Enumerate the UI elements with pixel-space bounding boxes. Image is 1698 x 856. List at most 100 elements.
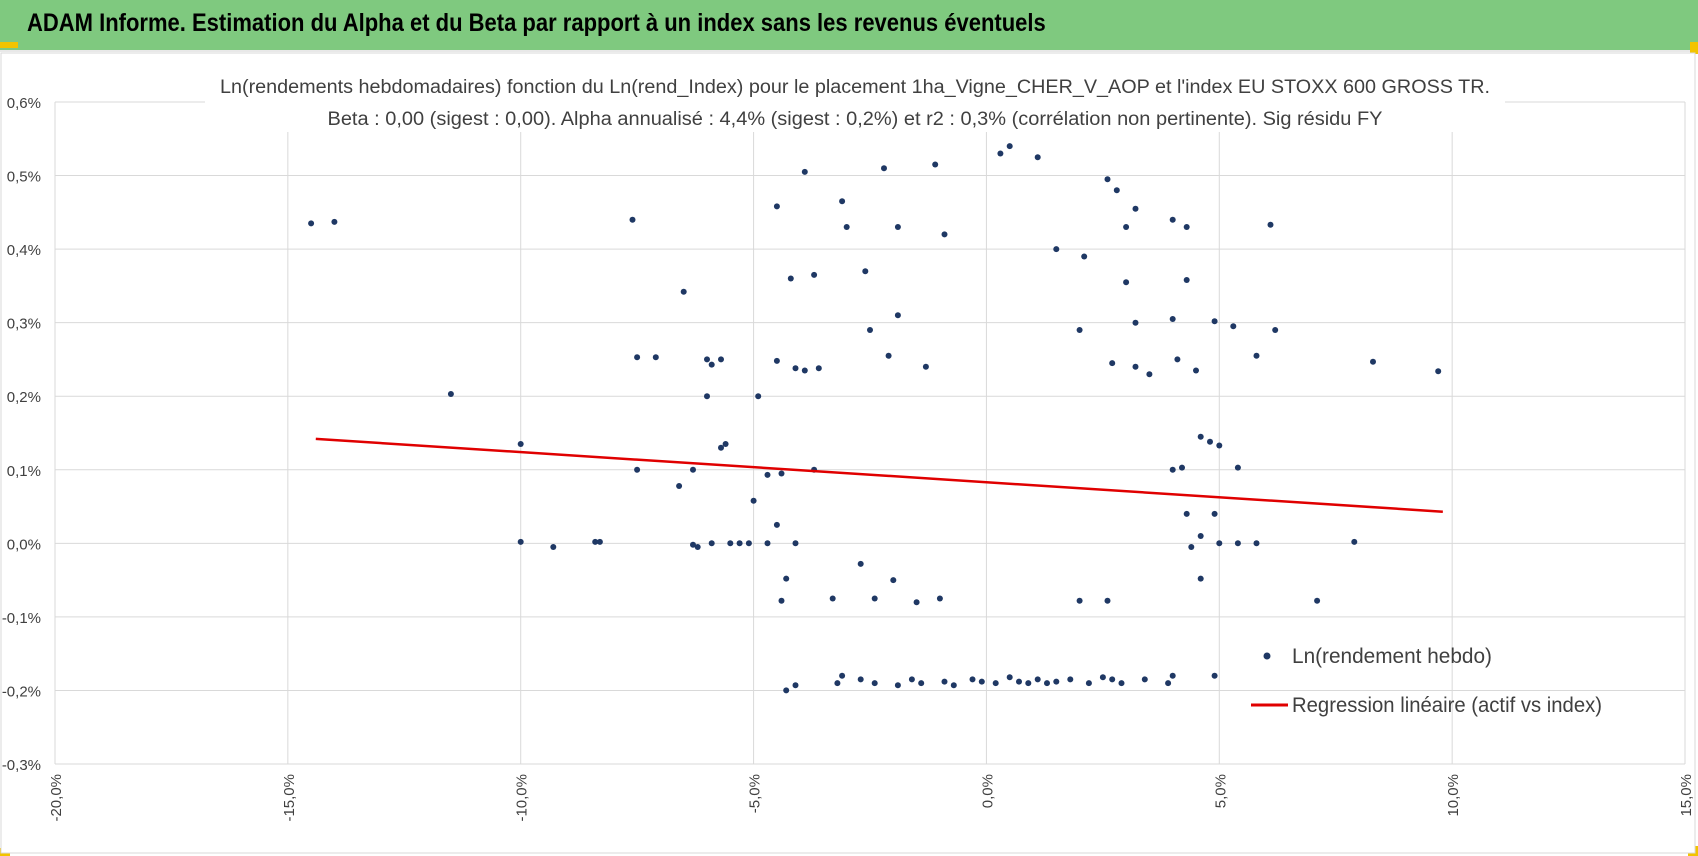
data-point	[811, 271, 818, 278]
data-point	[1053, 246, 1060, 253]
data-point	[1351, 538, 1358, 545]
data-point	[1211, 672, 1218, 679]
data-point	[1081, 253, 1088, 260]
data-point	[997, 150, 1004, 157]
data-point	[857, 676, 864, 683]
data-point	[680, 288, 687, 295]
data-point	[736, 540, 743, 547]
chart-title-block: Ln(rendements hebdomadaires) fonction du…	[205, 64, 1505, 132]
data-point	[690, 541, 696, 548]
data-point	[1211, 318, 1218, 325]
data-point	[871, 595, 878, 602]
data-point	[1234, 464, 1241, 471]
data-point	[331, 218, 338, 225]
data-point	[690, 466, 696, 473]
data-point	[629, 216, 636, 223]
data-point	[857, 560, 864, 567]
data-point	[1211, 510, 1218, 517]
data-point	[834, 680, 841, 687]
data-point	[839, 672, 846, 679]
data-point	[727, 540, 734, 547]
data-point	[1085, 680, 1092, 687]
data-point	[1132, 319, 1139, 326]
data-point	[1146, 371, 1153, 378]
legend: Ln(rendement hebdo) Regression linéaire …	[1251, 645, 1602, 717]
data-point	[517, 538, 524, 545]
data-point	[843, 224, 850, 230]
data-point	[894, 312, 901, 319]
data-point	[634, 466, 641, 473]
corner-accent-top-left	[0, 42, 18, 48]
data-point	[1183, 277, 1190, 283]
data-point	[1099, 674, 1106, 681]
data-point	[1216, 442, 1223, 449]
data-point	[1067, 676, 1074, 683]
data-point	[1123, 279, 1130, 286]
corner-accent-top-right	[1690, 42, 1698, 54]
data-point	[1006, 674, 1013, 681]
data-point	[773, 357, 780, 364]
data-point	[676, 483, 683, 489]
data-point	[783, 687, 790, 694]
data-point	[1165, 680, 1172, 687]
data-point	[1006, 143, 1013, 150]
data-point	[1197, 433, 1204, 440]
data-point	[908, 676, 915, 683]
data-point	[894, 224, 901, 230]
chart-area: 0,6% 0,5% 0,4% 0,3% 0,2% 0,1% 0,0% -0,1% -0,2% -0…	[0, 52, 1698, 856]
y-tick-label: 0,2%	[7, 389, 41, 406]
data-point	[1132, 205, 1139, 212]
data-point	[1123, 224, 1130, 230]
data-point	[308, 220, 315, 227]
data-point	[1197, 533, 1204, 539]
data-point	[1267, 221, 1274, 228]
data-point	[1034, 154, 1041, 161]
data-point	[839, 198, 846, 205]
data-point	[634, 354, 641, 361]
axes: 0,6% 0,5% 0,4% 0,3% 0,2% 0,1% 0,0% -0,1% -0,2% -0…	[2, 95, 1695, 822]
legend-label-points: Ln(rendement hebdo)	[1292, 645, 1492, 668]
y-tick-label: 0,1%	[7, 463, 41, 480]
data-point	[1253, 352, 1260, 359]
y-tick-label: 0,4%	[7, 242, 41, 259]
data-point	[787, 275, 794, 282]
data-point	[792, 365, 799, 372]
data-point	[1179, 464, 1185, 471]
data-point	[1188, 544, 1195, 550]
chart-title-line-2: Beta : 0,00 (sigest : 0,00). Alpha annua…	[328, 109, 1383, 130]
y-tick-label: 0,3%	[7, 316, 41, 333]
data-point	[950, 682, 957, 689]
data-point	[1370, 358, 1376, 365]
data-point	[694, 544, 701, 550]
gridlines	[54, 101, 1686, 765]
y-tick-label: 0,6%	[7, 95, 41, 112]
data-point	[1016, 678, 1022, 685]
data-point	[1207, 438, 1213, 445]
x-tick-label: -15,0%	[281, 774, 298, 822]
data-point	[1109, 360, 1116, 367]
data-point	[801, 367, 808, 374]
y-tick-label: -0,1%	[2, 610, 41, 627]
data-point	[745, 540, 752, 547]
x-tick-label: 10,0%	[1445, 774, 1462, 817]
regression-layer	[315, 437, 1443, 513]
data-point	[1253, 540, 1260, 547]
data-point	[596, 538, 603, 545]
data-point	[978, 678, 985, 685]
data-point	[815, 365, 822, 372]
x-tick-label: -10,0%	[514, 774, 531, 822]
data-point	[829, 595, 836, 602]
data-point	[862, 268, 869, 275]
data-point	[941, 678, 948, 685]
data-point	[778, 597, 785, 604]
data-point	[778, 470, 785, 477]
regression-line	[315, 437, 1443, 513]
data-point	[1132, 363, 1139, 370]
data-point	[890, 577, 897, 584]
data-point	[718, 356, 724, 363]
data-point	[764, 471, 771, 478]
data-point	[764, 540, 771, 547]
data-point	[913, 599, 920, 606]
data-point	[792, 682, 799, 689]
data-point	[1169, 466, 1176, 473]
